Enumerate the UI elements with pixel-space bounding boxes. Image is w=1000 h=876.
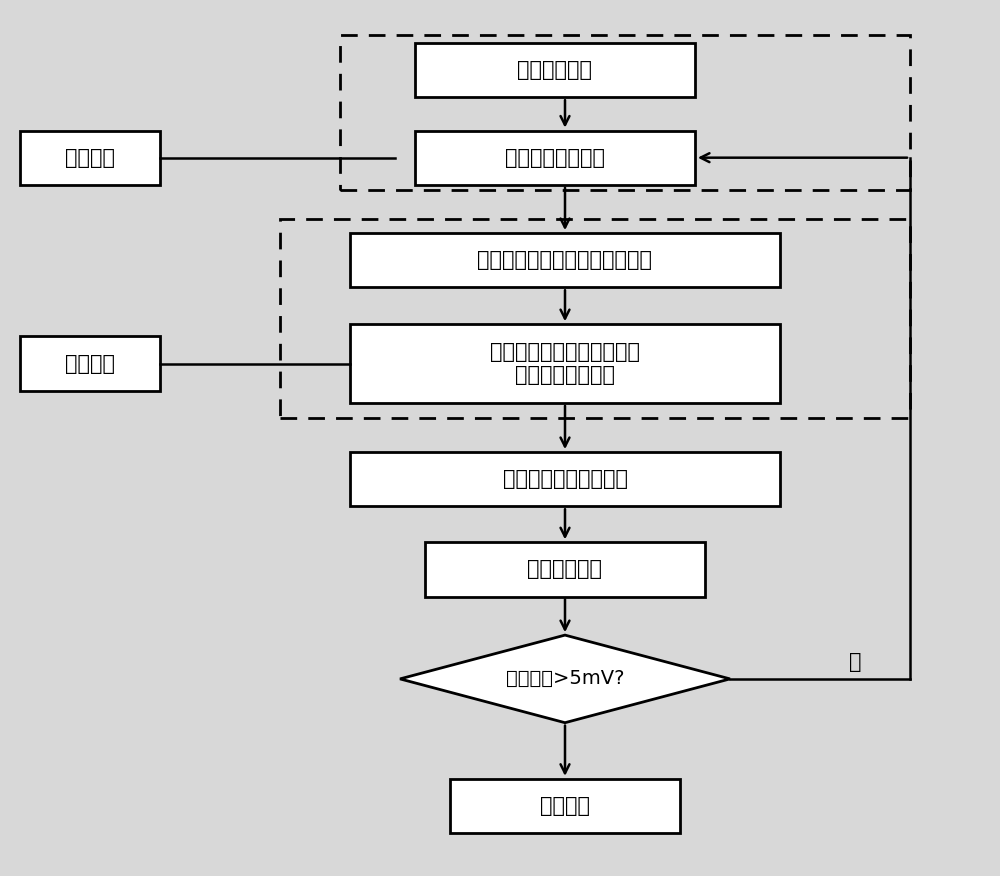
Text: 是: 是 xyxy=(849,652,861,672)
Text: 供应并控制反应物: 供应并控制反应物 xyxy=(505,148,605,167)
Text: 连接电子负载和交流信号发生器: 连接电子负载和交流信号发生器 xyxy=(478,251,652,270)
Bar xyxy=(350,233,780,287)
Bar xyxy=(425,542,705,597)
Bar xyxy=(415,131,695,185)
Bar xyxy=(450,779,680,833)
Text: 电池恒电流放电，同时施加
中等频率交流电流: 电池恒电流放电，同时施加 中等频率交流电流 xyxy=(490,342,640,385)
Text: 控制电池温度: 控制电池温度 xyxy=(518,60,592,80)
Text: 电压变化>5mV?: 电压变化>5mV? xyxy=(506,669,624,689)
Bar xyxy=(340,35,910,190)
Text: 活化结束: 活化结束 xyxy=(540,796,590,816)
Text: 电池恒流放电: 电池恒流放电 xyxy=(528,560,602,579)
Bar xyxy=(350,452,780,506)
Bar xyxy=(280,219,910,418)
Bar xyxy=(415,43,695,97)
Bar xyxy=(350,324,780,403)
Bar xyxy=(20,131,160,185)
Text: 去除中等频率交流电流: 去除中等频率交流电流 xyxy=(503,470,628,489)
Bar xyxy=(20,336,160,391)
Text: 电池活化: 电池活化 xyxy=(65,354,115,373)
Text: 电池设定: 电池设定 xyxy=(65,148,115,167)
Polygon shape xyxy=(400,635,730,723)
